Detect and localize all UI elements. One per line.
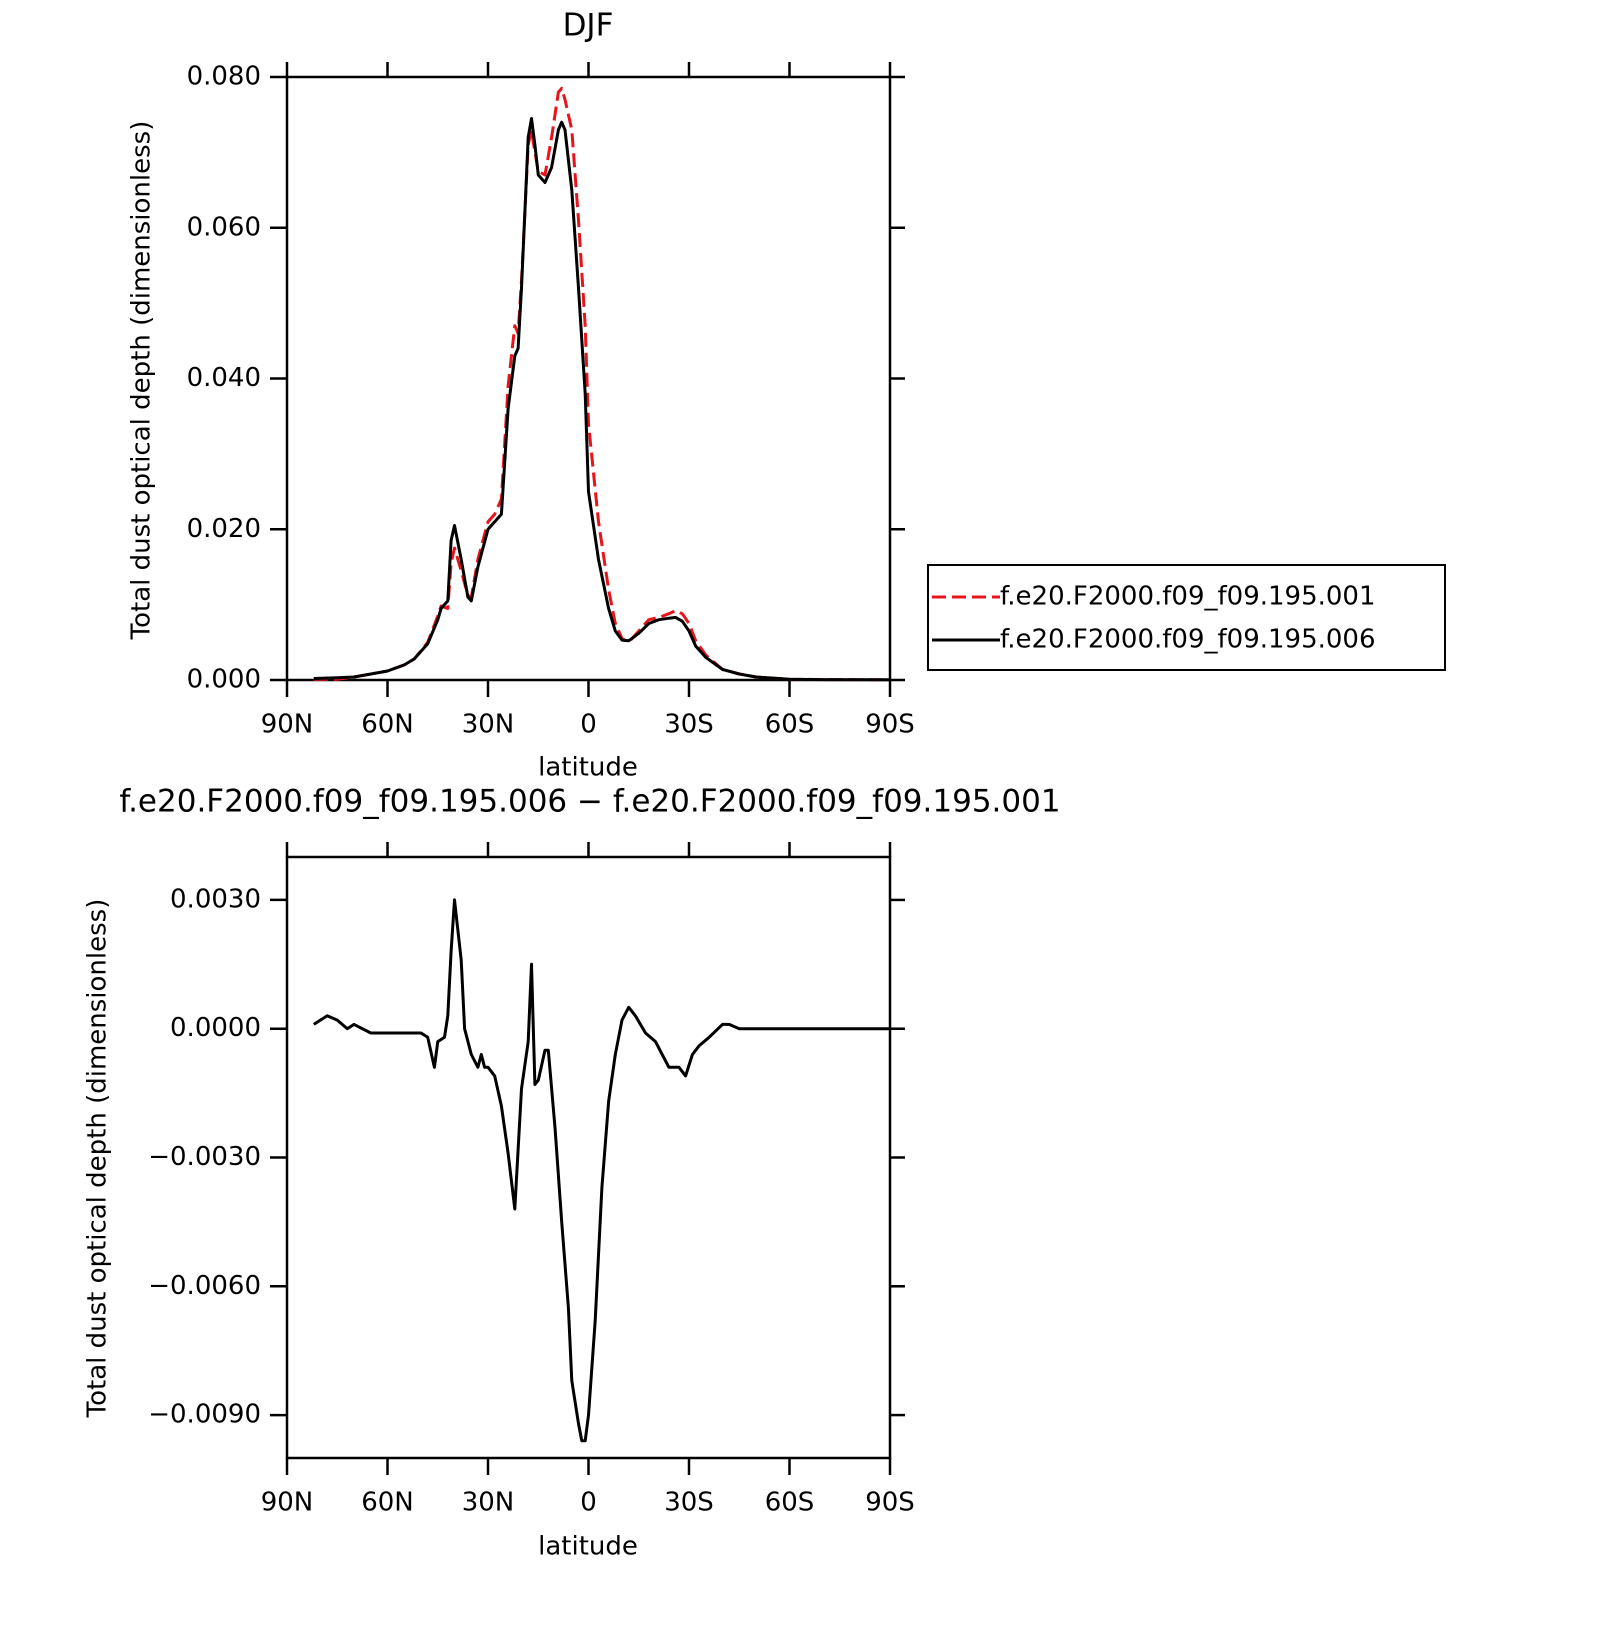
x-tick-label: 30S [664, 710, 714, 740]
chart-title: DJF [563, 8, 614, 44]
y-tick-label: 0.080 [187, 62, 261, 92]
x-axis-label: latitude [538, 753, 638, 783]
x-tick-label: 90S [865, 1488, 915, 1518]
y-tick-label: 0.040 [187, 363, 261, 393]
x-tick-label: 60N [361, 710, 414, 740]
y-tick-label: 0.020 [187, 514, 261, 544]
plot-frame [285, 75, 892, 682]
data-line [313, 86, 891, 682]
x-tick-label: 90N [261, 710, 314, 740]
x-tick-label: 60N [361, 1488, 414, 1518]
y-tick-label: −0.0030 [148, 1142, 261, 1172]
x-axis-label: latitude [538, 1532, 638, 1562]
x-tick-label: 30N [462, 710, 515, 740]
x-tick-label: 0 [580, 710, 597, 740]
chart-title: f.e20.F2000.f09_f09.195.006 − f.e20.F200… [119, 784, 1060, 820]
y-tick-label: 0.000 [187, 665, 261, 695]
y-tick-label: −0.0090 [148, 1400, 261, 1430]
x-tick-label: 60S [765, 1488, 815, 1518]
x-tick-label: 90N [261, 1488, 314, 1518]
x-tick-label: 90S [865, 710, 915, 740]
x-tick-label: 0 [580, 1488, 597, 1518]
data-line [313, 117, 891, 682]
plot-frame [285, 855, 892, 1460]
legend-box [927, 564, 1446, 671]
data-line [312, 898, 890, 1443]
y-axis-label: Total dust optical depth (dimensionless) [83, 899, 113, 1419]
x-tick-label: 30N [462, 1488, 515, 1518]
y-tick-label: 0.0030 [170, 884, 261, 914]
legend-label: f.e20.F2000.f09_f09.195.006 [1000, 625, 1376, 655]
y-tick-label: −0.0060 [148, 1271, 261, 1301]
legend-label: f.e20.F2000.f09_f09.195.001 [1000, 582, 1376, 612]
y-axis-label: Total dust optical depth (dimensionless) [127, 121, 157, 641]
y-tick-label: 0.0000 [170, 1013, 261, 1043]
x-tick-label: 30S [664, 1488, 714, 1518]
y-tick-label: 0.060 [187, 212, 261, 242]
x-tick-label: 60S [765, 710, 815, 740]
